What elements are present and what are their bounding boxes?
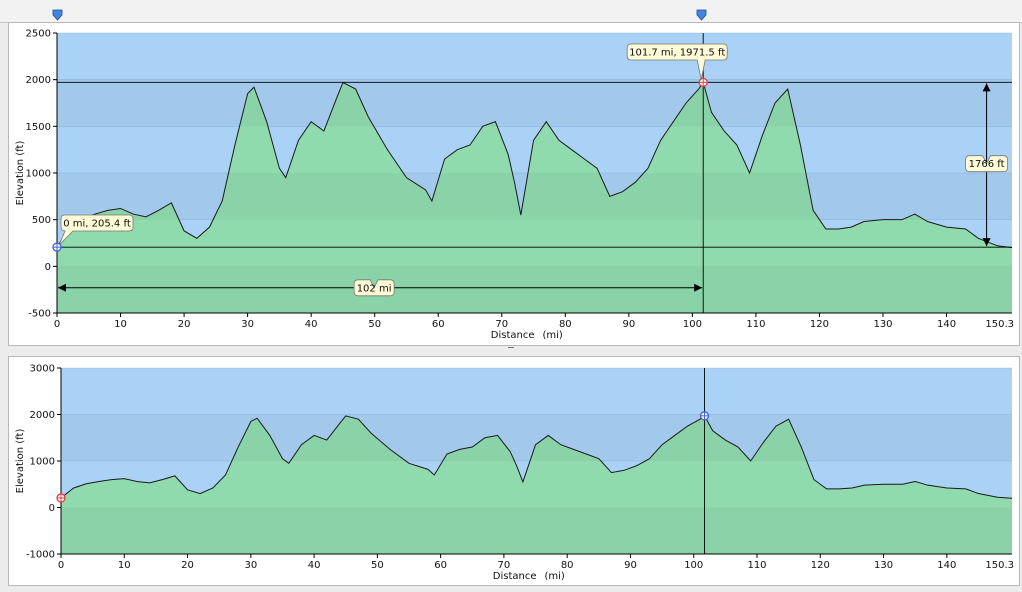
overview-profile-panel: -1000 0 1000 2000 3000 0 10 20 30 40 50 60 70 80 90 100… bbox=[8, 356, 1020, 586]
x-axis-unit: (mi) bbox=[545, 571, 565, 582]
start-marker[interactable] bbox=[52, 242, 62, 252]
shade-band bbox=[57, 266, 1012, 313]
end-marker[interactable] bbox=[698, 77, 708, 87]
elevation-line bbox=[60, 415, 1013, 499]
distance-label-box bbox=[353, 279, 395, 297]
distance-label-text: 102 mi bbox=[357, 283, 392, 294]
x-tick-label: 10 bbox=[118, 560, 131, 571]
x-tick-label: 100 bbox=[684, 560, 703, 571]
x-tick-label: 20 bbox=[178, 319, 191, 330]
y-tick-label: 2500 bbox=[26, 29, 51, 40]
x-tick-label: 80 bbox=[561, 560, 574, 571]
start-point-label: 0 mi, 205.4 ft bbox=[58, 214, 134, 246]
main-profile-panel: -500 0 500 1000 1500 2000 2500 0 10 20 30 40 50 60 70 8… bbox=[8, 22, 1020, 346]
x-tick-label: 70 bbox=[495, 319, 508, 330]
x-tick-label: 70 bbox=[498, 560, 511, 571]
x-axis-label: Distance bbox=[491, 330, 535, 341]
y-axis-label: Elevation (ft) bbox=[15, 141, 26, 206]
distance-arrow-left bbox=[58, 283, 66, 292]
elevation-area bbox=[57, 82, 1012, 314]
y-tick-label: 0 bbox=[45, 262, 51, 273]
range-end-handle[interactable] bbox=[696, 9, 707, 21]
gain-label: 1766 ft bbox=[965, 155, 1008, 173]
x-tick-label: 30 bbox=[241, 319, 254, 330]
panel-splitter[interactable] bbox=[0, 346, 1022, 354]
x-tick-label: 90 bbox=[624, 560, 637, 571]
x-tick-label: 100 bbox=[683, 319, 702, 330]
elevation-line bbox=[56, 81, 1013, 249]
x-tick-label: 30 bbox=[244, 560, 257, 571]
x-tick-label: 130 bbox=[873, 319, 892, 330]
x-tick-label: 140 bbox=[937, 560, 956, 571]
x-tick-label: 0 bbox=[58, 560, 64, 571]
x-tick-label: 120 bbox=[811, 560, 830, 571]
y-tick-label: -500 bbox=[28, 309, 51, 320]
x-tick-label: 40 bbox=[305, 319, 318, 330]
gain-arrow-up bbox=[982, 83, 991, 92]
x-tick-label: 110 bbox=[746, 319, 765, 330]
y-tick-label: 0 bbox=[49, 503, 55, 514]
y-tick-label: 1000 bbox=[26, 169, 51, 180]
x-tick-label: 150.3 bbox=[985, 319, 1014, 330]
y-tick-label: 2000 bbox=[26, 75, 51, 86]
x-tick-label: 10 bbox=[114, 319, 127, 330]
shade-band bbox=[61, 414, 1012, 461]
x-tick-label: 140 bbox=[937, 319, 956, 330]
x-tick-label: 50 bbox=[371, 560, 384, 571]
splitter-grip-icon bbox=[508, 347, 514, 351]
distance-arrow-right bbox=[694, 283, 703, 292]
end-point-label-text: 101.7 mi, 1971.5 ft bbox=[629, 48, 725, 59]
elevation-area bbox=[61, 415, 1012, 554]
y-tick-label: -1000 bbox=[26, 550, 55, 561]
start-point-label-box bbox=[58, 214, 134, 246]
end-marker[interactable] bbox=[699, 411, 710, 421]
gain-label-text: 1766 ft bbox=[969, 159, 1005, 170]
x-tick-label: 80 bbox=[559, 319, 572, 330]
start-marker[interactable] bbox=[56, 493, 66, 503]
x-tick-label: 120 bbox=[810, 319, 829, 330]
y-tick-label: 500 bbox=[32, 215, 51, 226]
shade-band bbox=[57, 79, 1012, 127]
x-tick-label: 90 bbox=[622, 319, 635, 330]
start-point-label-text: 0 mi, 205.4 ft bbox=[63, 219, 131, 230]
x-tick-label: 150.3 bbox=[985, 560, 1014, 571]
range-start-handle[interactable] bbox=[52, 9, 63, 21]
end-point-label: 101.7 mi, 1971.5 ft bbox=[626, 43, 728, 80]
shade-band bbox=[61, 507, 1012, 554]
x-tick-label: 40 bbox=[308, 560, 321, 571]
x-tick-label: 60 bbox=[434, 560, 447, 571]
y-tick-label: 1000 bbox=[30, 457, 55, 468]
y-tick-label: 2000 bbox=[30, 410, 55, 421]
distance-label: 102 mi bbox=[353, 279, 395, 297]
y-axis-label: Elevation (ft) bbox=[15, 429, 26, 494]
shade-band bbox=[57, 173, 1012, 220]
x-tick-label: 0 bbox=[54, 319, 60, 330]
x-tick-label: 110 bbox=[747, 560, 766, 571]
x-axis-label: Distance bbox=[493, 571, 537, 582]
x-tick-label: 130 bbox=[874, 560, 893, 571]
gain-arrow-down bbox=[982, 238, 991, 247]
y-tick-label: 1500 bbox=[26, 122, 51, 133]
x-tick-label: 50 bbox=[368, 319, 381, 330]
x-axis-unit: (mi) bbox=[543, 330, 563, 341]
x-tick-label: 20 bbox=[181, 560, 194, 571]
end-point-label-box bbox=[626, 43, 728, 80]
x-tick-label: 60 bbox=[432, 319, 445, 330]
range-slider-strip[interactable] bbox=[0, 0, 1022, 23]
gain-label-box bbox=[965, 155, 1008, 173]
y-tick-label: 3000 bbox=[30, 364, 55, 375]
